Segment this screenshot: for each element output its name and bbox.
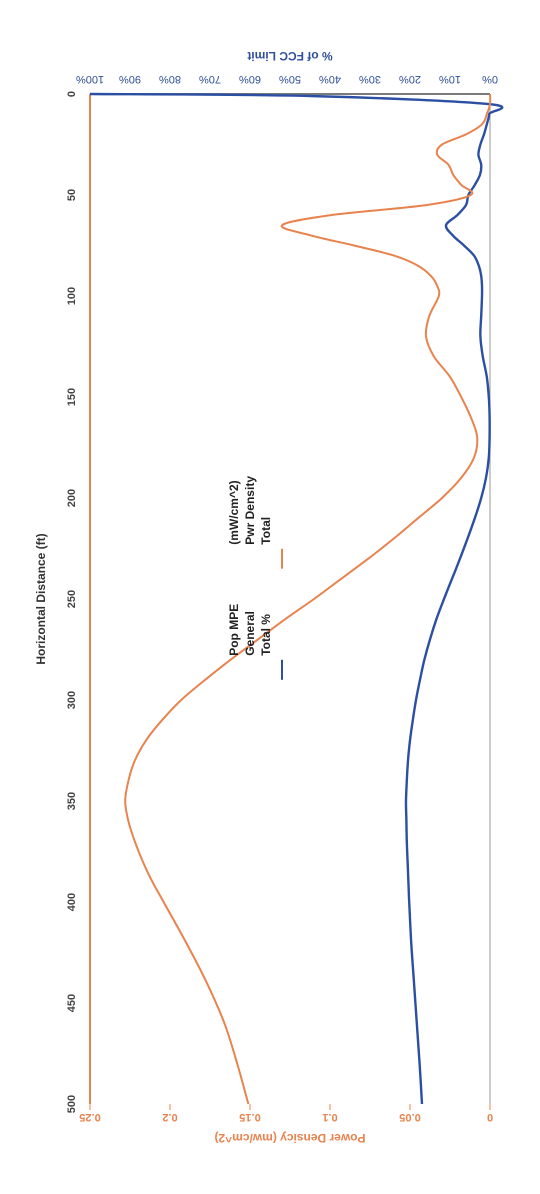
x-tick-label: 100 xyxy=(66,287,78,305)
left-y-tick-label: 100% xyxy=(76,73,104,85)
left-y-tick-label: 10% xyxy=(439,73,461,85)
right-y-axis-title: Power Densicy (mw/cm^2) xyxy=(214,1131,365,1145)
left-y-tick-label: 50% xyxy=(279,73,301,85)
x-axis-title: Horizontal Distance (ft) xyxy=(34,533,48,664)
left-y-tick-label: 0% xyxy=(482,73,498,85)
x-tick-label: 0 xyxy=(66,91,78,97)
left-y-tick-label: 30% xyxy=(359,73,381,85)
right-y-tick-label: 0.2 xyxy=(162,1111,177,1123)
legend-label: Total xyxy=(259,517,273,545)
left-y-tick-label: 20% xyxy=(399,73,421,85)
legend-label: (mW/cm^2) xyxy=(227,480,241,544)
x-tick-label: 150 xyxy=(66,388,78,406)
right-y-tick-label: 0.05 xyxy=(399,1111,420,1123)
right-y-tick-label: 0.1 xyxy=(322,1111,337,1123)
left-y-tick-label: 70% xyxy=(199,73,221,85)
x-tick-label: 50 xyxy=(66,189,78,201)
x-tick-label: 250 xyxy=(66,590,78,608)
x-tick-label: 400 xyxy=(66,893,78,911)
legend-label: Pwr Density xyxy=(243,476,257,545)
right-y-tick-label: 0.15 xyxy=(239,1111,260,1123)
legend-label: General xyxy=(243,611,257,656)
series-line-total-percent xyxy=(89,92,504,1105)
left-y-tick-label: 80% xyxy=(159,73,181,85)
series-line-power-density xyxy=(124,93,492,1105)
x-tick-label: 300 xyxy=(66,691,78,709)
legend-label: Total % xyxy=(259,614,273,656)
left-y-tick-label: 60% xyxy=(239,73,261,85)
x-tick-label: 350 xyxy=(66,792,78,810)
right-y-tick-label: 0 xyxy=(487,1111,493,1123)
x-tick-label: 500 xyxy=(66,1095,78,1113)
x-tick-label: 450 xyxy=(66,994,78,1012)
legend-label: Pop MPE xyxy=(227,604,241,656)
left-y-tick-label: 90% xyxy=(119,73,141,85)
x-tick-label: 200 xyxy=(66,489,78,507)
rotated-chart: 0% 10% 20% 30% 40% 50% 60% 70% 80% 90% 100% 0 0.05 0.… xyxy=(34,49,504,1145)
left-y-axis-title: % of FCC Limit xyxy=(247,49,332,63)
right-y-tick-label: 0.25 xyxy=(79,1111,100,1123)
left-y-tick-label: 40% xyxy=(319,73,341,85)
